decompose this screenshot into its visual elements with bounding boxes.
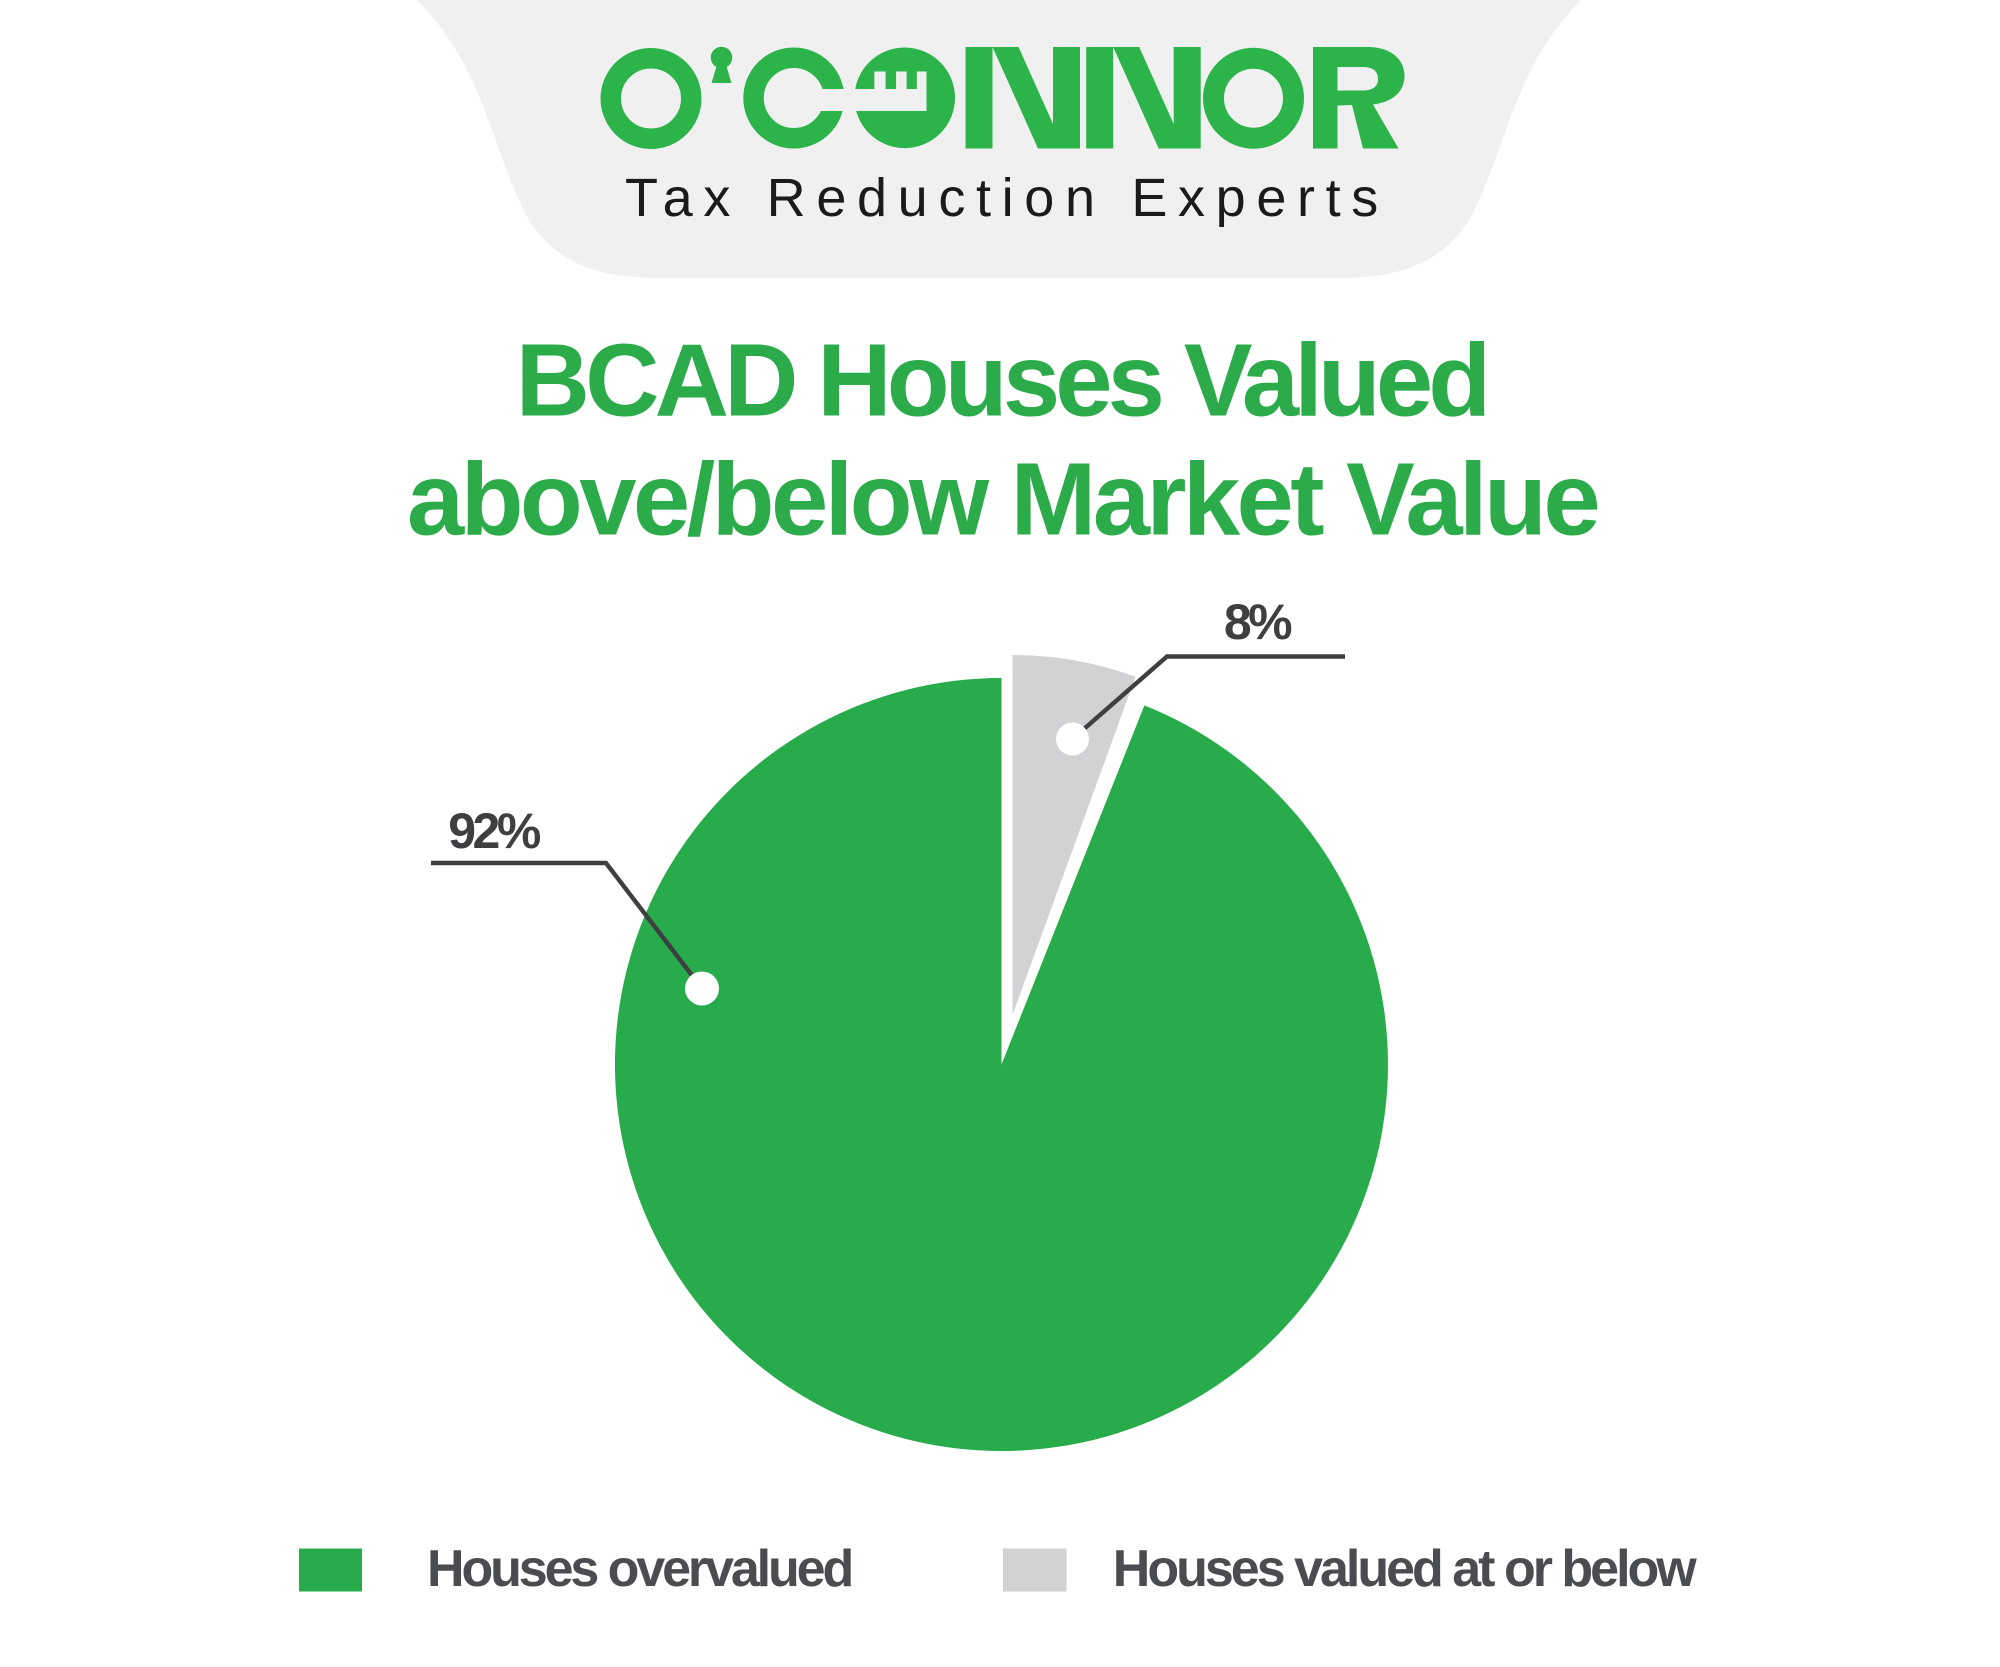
svg-text:Houses valued at or below: Houses valued at or below — [1113, 1540, 1697, 1598]
svg-text:92%: 92% — [448, 803, 541, 859]
svg-text:Houses overvalued: Houses overvalued — [427, 1540, 851, 1598]
svg-text:8%: 8% — [1224, 594, 1292, 650]
svg-text:BCAD Houses Valued: BCAD Houses Valued — [516, 323, 1487, 438]
svg-text:above/below Market Value: above/below Market Value — [407, 442, 1597, 557]
svg-text:Tax Reduction Experts: Tax Reduction Experts — [625, 168, 1389, 228]
